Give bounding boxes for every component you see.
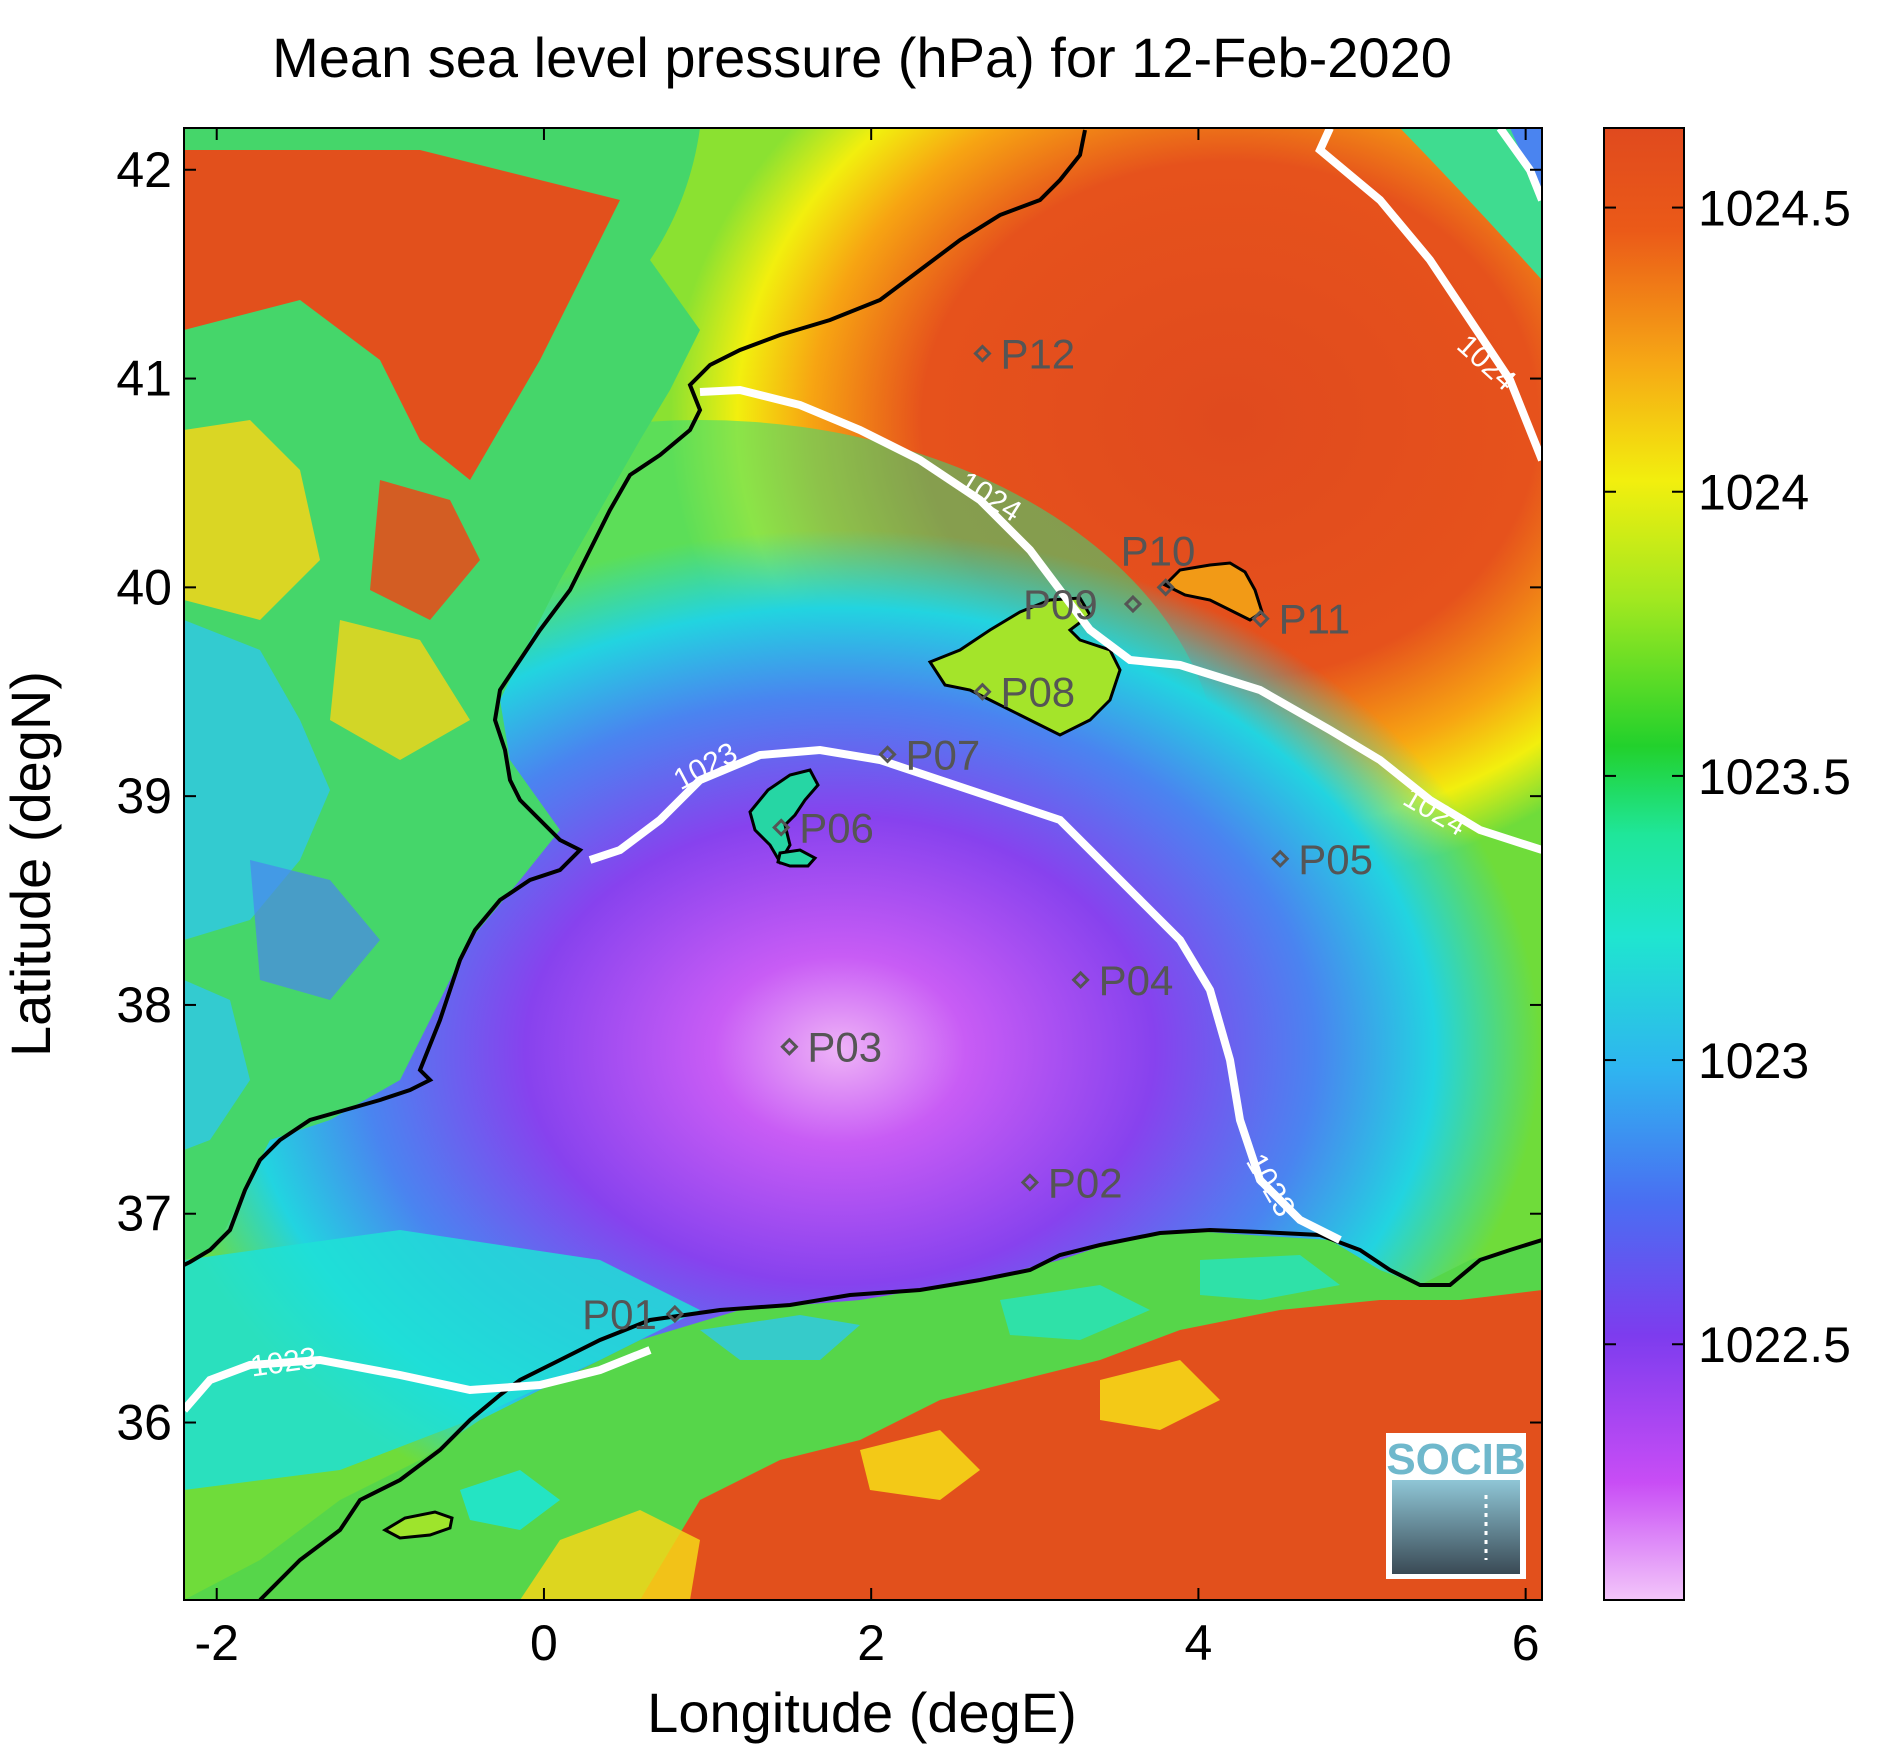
island-mallorca (927, 596, 1122, 737)
station-p05: P05 (1271, 836, 1373, 883)
pressure-field: 1024 1024 1024 1023 1023 1023 P01P02P03P… (184, 128, 1542, 1600)
socib-logo: SOCIB (1386, 1433, 1526, 1579)
y-tick-label: 36 (116, 1395, 172, 1451)
y-tick-label: 37 (116, 1186, 172, 1242)
station-p11: P11 (1251, 596, 1351, 643)
station-label: P06 (799, 804, 874, 851)
station-marker (780, 1037, 799, 1056)
colorbar-tick-label: 1024.5 (1698, 181, 1851, 237)
colorbar-tick-label: 1023 (1698, 1033, 1809, 1089)
station-p08: P08 (973, 669, 1075, 716)
x-axis-label: Longitude (degE) (647, 1681, 1077, 1744)
station-marker (1251, 609, 1270, 628)
station-label: P12 (1000, 330, 1075, 377)
station-label: P07 (906, 731, 981, 778)
x-tick-label: 6 (1512, 1615, 1540, 1671)
y-tick-label: 42 (116, 142, 172, 198)
island-menorca (1162, 561, 1264, 622)
station-p12: P12 (973, 330, 1075, 377)
station-label: P05 (1298, 836, 1373, 883)
station-marker (1020, 1173, 1040, 1192)
station-label: P01 (582, 1291, 657, 1338)
island-ibiza (748, 768, 820, 865)
station-p06: P06 (772, 804, 874, 851)
x-tick-label: 4 (1185, 1615, 1213, 1671)
colorbar-tick-label: 1023.5 (1698, 749, 1851, 805)
y-axis-label: Latitude (degN) (0, 671, 62, 1057)
colorbar: 1022.5 1023 1023.5 1024 1024.5 (1603, 127, 1851, 1601)
station-p09: P09 (1023, 581, 1143, 628)
station-marker (1271, 849, 1290, 868)
y-tick-label: 38 (116, 977, 172, 1033)
station-marker (973, 344, 992, 363)
isobar-1023-ring (588, 745, 1342, 1244)
station-marker (1156, 578, 1175, 597)
station-p04: P04 (1071, 957, 1174, 1004)
coastline-iberia (184, 129, 1087, 1267)
island-alboran (381, 1510, 454, 1540)
x-axis: -2 0 2 4 6 (194, 128, 1540, 1671)
station-label: P09 (1023, 581, 1098, 628)
logo-text: SOCIB (1386, 1435, 1525, 1484)
station-marker (1123, 594, 1143, 614)
station-p07: P07 (878, 731, 981, 778)
station-p02: P02 (1020, 1159, 1123, 1206)
x-tick-label: 2 (857, 1615, 885, 1671)
y-axis: 36 37 38 39 40 41 42 (116, 142, 1542, 1451)
isobar-1024-north (699, 385, 1542, 854)
y-tick-label: 39 (116, 768, 172, 824)
colorbar-tick-label: 1022.5 (1698, 1317, 1851, 1373)
station-label: P03 (807, 1024, 882, 1071)
coastline-africa (258, 1227, 1542, 1600)
isobar-1024-ne (1315, 128, 1542, 462)
station-p10: P10 (1121, 527, 1196, 597)
colorbar-gradient (1603, 127, 1685, 1601)
x-tick-label: -2 (194, 1615, 238, 1671)
map-frame (183, 127, 1543, 1601)
y-tick-label: 41 (116, 351, 172, 407)
station-label: P04 (1099, 957, 1174, 1004)
station-marker (772, 818, 791, 837)
station-label: P10 (1121, 527, 1196, 574)
station-p03: P03 (780, 1024, 882, 1071)
station-marker (973, 682, 992, 701)
station-marker (665, 1304, 684, 1324)
station-points: P01 P02 P03 P04 P05 P06 P07 P08 P09 P10 P11 P12 (582, 330, 1373, 1337)
colorbar-ticks: 1022.5 1023 1023.5 1024 1024.5 (1604, 181, 1851, 1373)
y-tick-label: 40 (116, 559, 172, 615)
station-p01: P01 (582, 1291, 684, 1338)
chart-title: Mean sea level pressure (hPa) for 12-Feb… (272, 26, 1452, 89)
island-formentera (776, 848, 818, 868)
colorbar-tick-label: 1024 (1698, 465, 1809, 521)
station-label: P11 (1279, 596, 1351, 643)
station-label: P08 (1000, 669, 1075, 716)
station-label: P02 (1048, 1159, 1123, 1206)
isobar-1023-south (184, 1346, 652, 1413)
station-marker (878, 745, 897, 764)
station-marker (1071, 970, 1090, 990)
x-tick-label: 0 (530, 1615, 558, 1671)
